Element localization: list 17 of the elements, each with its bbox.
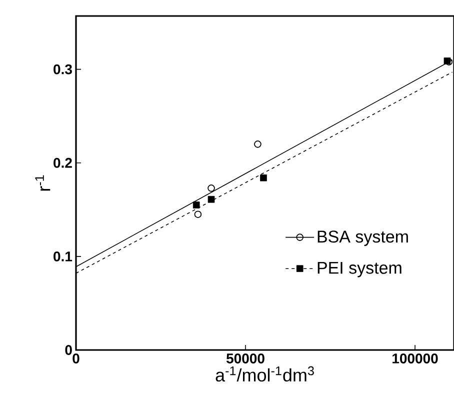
y-tick-label: 0.1	[54, 251, 72, 262]
y-tick-label: 0	[65, 345, 72, 355]
point	[254, 140, 262, 148]
x-tick-label: 100000	[392, 354, 438, 364]
x-tick-label: 0	[72, 354, 80, 364]
y-tick-label: 0.2	[54, 158, 72, 168]
y-tick-label: 0.3	[54, 64, 72, 74]
x-axis-title: a$^{-1}$/mol$^{-1}$dm$^{3}$	[216, 366, 314, 382]
point	[260, 174, 267, 182]
point	[194, 210, 202, 218]
point	[192, 202, 200, 208]
point	[208, 184, 215, 192]
legend-label: PEI system	[318, 262, 402, 278]
point	[208, 196, 215, 203]
x-tick-label: 50000	[226, 354, 264, 364]
y-axis-title: r$^{-1}$	[35, 175, 50, 191]
legend-label: BSA system	[318, 230, 408, 246]
